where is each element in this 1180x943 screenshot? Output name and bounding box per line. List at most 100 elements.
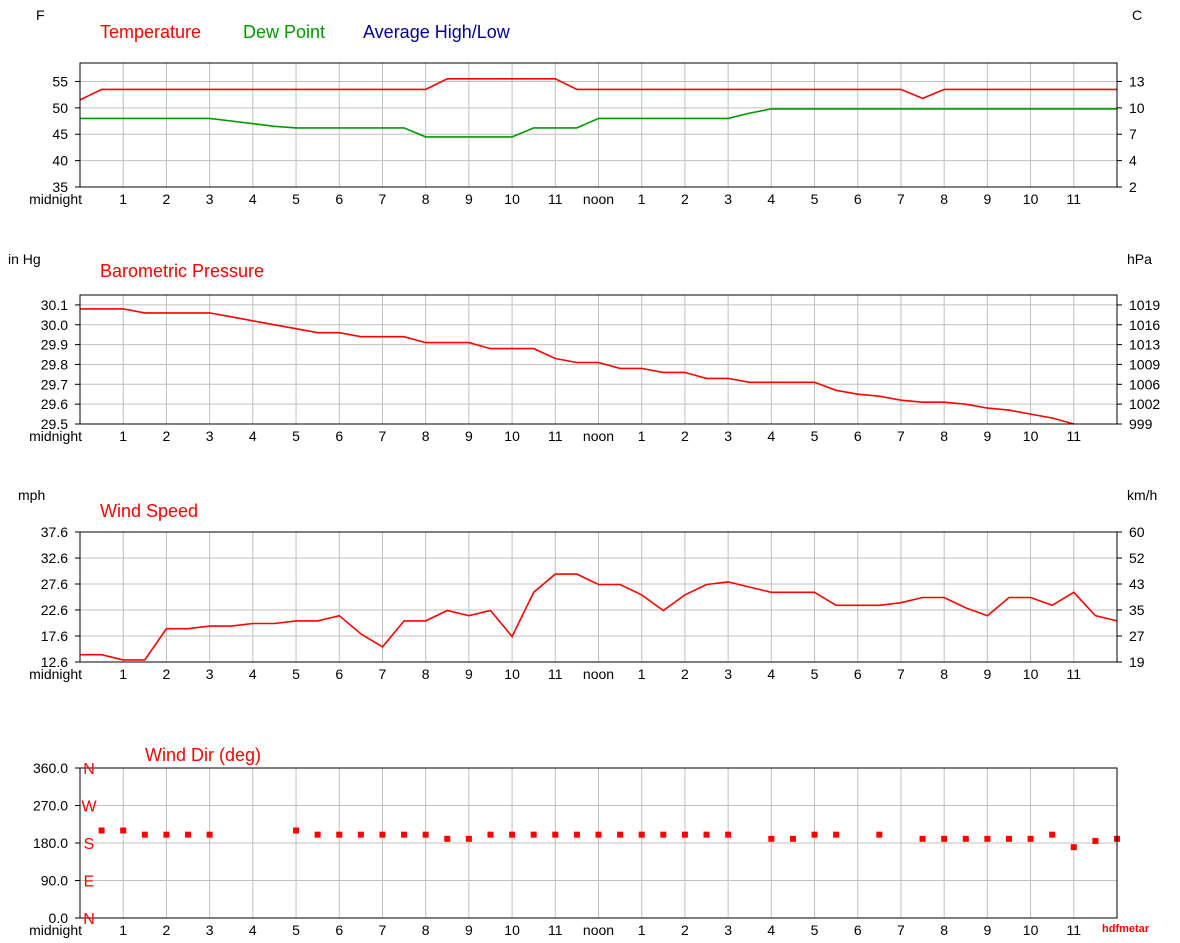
wind-direction-point (638, 831, 645, 838)
wind-speed-y-tick-label-right: 60 (1129, 524, 1145, 540)
pressure-y-tick-label: 29.7 (41, 376, 68, 392)
wind-direction-x-tick-label: 5 (811, 922, 819, 938)
wind-speed-left-unit: mph (18, 487, 45, 503)
temperature-y-tick-label: 40 (52, 153, 68, 169)
wind-speed-right-unit: km/h (1127, 487, 1157, 503)
wind-speed-x-tick-label: 6 (335, 666, 343, 682)
wind-direction-point (293, 827, 300, 834)
wind-direction-x-tick-label: 9 (983, 922, 991, 938)
wind-direction-point (163, 831, 170, 838)
wind-speed-grid (80, 532, 1117, 662)
wind-speed-x-tick-label: 4 (767, 666, 775, 682)
wind-direction-point (379, 831, 386, 838)
wind-speed-x-tick-label: 3 (724, 666, 732, 682)
wind-direction-x-tick-label: 7 (379, 922, 387, 938)
temperature-right-unit: C (1132, 7, 1142, 23)
wind-direction-grid (80, 768, 1117, 918)
temperature-x-tick-label: 10 (504, 191, 520, 207)
wind-direction-y-tick-label: 0.0 (49, 910, 69, 926)
wind-direction-x-tick-label: 6 (335, 922, 343, 938)
compass-label: S (84, 836, 95, 853)
pressure-x-tick-label: 4 (249, 428, 257, 444)
temperature-y-tick-label: 50 (52, 100, 68, 116)
temperature-left-unit: F (36, 7, 45, 23)
wind-speed-y-tick-label: 17.6 (41, 628, 68, 644)
wind-direction-point (487, 831, 494, 838)
wind-direction-point (141, 831, 148, 838)
wind-speed-x-tick-label: noon (583, 666, 614, 682)
wind-direction-point (552, 831, 559, 838)
wind-direction-x-tick-label: 2 (163, 922, 171, 938)
wind-direction-x-tick-label: 10 (504, 922, 520, 938)
temperature-x-tick-label: 7 (897, 191, 905, 207)
pressure-x-tick-label: 8 (940, 428, 948, 444)
pressure-left-unit: in Hg (8, 251, 41, 267)
wind-direction-point (789, 835, 796, 842)
temperature-lines (79, 78, 1117, 138)
temperature-y-ticks-celsius: 2 4 7 10 13 (1117, 73, 1145, 195)
pressure-x-tick-label: 11 (1067, 428, 1082, 444)
temperature-x-tick-label: 9 (465, 191, 473, 207)
compass-label: E (84, 874, 95, 891)
wind-speed-x-tick-label: 3 (206, 666, 214, 682)
temperature-x-tick-label: 9 (983, 191, 991, 207)
temperature-x-tick-label: 4 (767, 191, 775, 207)
wind-speed-x-tick-label: 11 (1067, 666, 1082, 682)
wind-speed-x-tick-label: 5 (811, 666, 819, 682)
wind-speed-x-tick-label: 9 (465, 666, 473, 682)
wind-direction-point (1005, 835, 1012, 842)
wind-direction-x-tick-label: 5 (292, 922, 300, 938)
wind-direction-point (919, 835, 926, 842)
wind-direction-point (336, 831, 343, 838)
watermark: hdfmetar (1102, 923, 1150, 935)
wind-speed-y-tick-label: 32.6 (41, 550, 68, 566)
wind-direction-point (120, 827, 127, 834)
temperature-x-tick-label: 3 (724, 191, 732, 207)
temperature-x-tick-label: 1 (638, 191, 646, 207)
pressure-y-tick-label: 29.5 (41, 416, 68, 432)
wind-direction-point (1049, 831, 1056, 838)
pressure-x-tick-label: 9 (465, 428, 473, 444)
temperature-y-ticks: 35 40 45 50 55 (52, 73, 80, 195)
wind-speed-x-ticks: midnight 1 2 3 4 5 6 7 8 9 10 11 noon 1 2 3 4 5 6 7 8 9 10 11 (29, 666, 1081, 682)
wind-speed-x-tick-label: 4 (249, 666, 257, 682)
pressure-x-tick-label: midnight (29, 428, 82, 444)
temperature-x-tick-label: 2 (163, 191, 171, 207)
pressure-y-tick-label: 30.1 (41, 297, 68, 313)
wind-speed-x-tick-label: 5 (292, 666, 300, 682)
pressure-x-tick-label: 6 (854, 428, 862, 444)
temperature-x-tick-label: 11 (548, 191, 563, 207)
pressure-x-tick-label: 2 (163, 428, 171, 444)
wind-direction-point (984, 835, 991, 842)
pressure-x-ticks: midnight 1 2 3 4 5 6 7 8 9 10 11 noon 1 2 3 4 5 6 7 8 9 10 11 (29, 428, 1081, 444)
wind-direction-point (595, 831, 602, 838)
wind-direction-y-tick-label: 180.0 (33, 835, 68, 851)
temperature-x-tick-label: 6 (854, 191, 862, 207)
compass-label: N (83, 911, 95, 928)
pressure-x-tick-label: 2 (681, 428, 689, 444)
wind-direction-x-tick-label: 2 (681, 922, 689, 938)
pressure-x-tick-label: 11 (548, 428, 563, 444)
wind-speed-y-ticks: 12.6 17.6 22.6 27.6 32.6 37.6 (41, 524, 80, 670)
temperature-series-line (79, 78, 1117, 101)
wind-direction-point (941, 835, 948, 842)
wind-direction-x-tick-label: 3 (724, 922, 732, 938)
wind-speed-x-tick-label: 7 (379, 666, 387, 682)
pressure-x-tick-label: 1 (119, 428, 127, 444)
pressure-y-tick-label: 29.6 (41, 396, 68, 412)
wind-direction-point (725, 831, 732, 838)
wind-direction-x-tick-label: 9 (465, 922, 473, 938)
wind-direction-compass-labels: N W S E N (81, 761, 97, 928)
pressure-chart: in Hg hPa Barometric Pressure 29.529.629… (8, 251, 1160, 444)
pressure-x-tick-label: 10 (1023, 428, 1039, 444)
pressure-series-line (80, 308, 1075, 425)
temperature-y-tick-label: 35 (52, 179, 68, 195)
wind-direction-point (573, 831, 580, 838)
wind-speed-y-tick-label: 37.6 (41, 524, 68, 540)
wind-direction-point (530, 831, 537, 838)
wind-direction-x-tick-label: 4 (249, 922, 257, 938)
compass-label: N (83, 761, 95, 778)
wind-speed-x-tick-label: 9 (983, 666, 991, 682)
pressure-y-tick-label-right: 1016 (1129, 317, 1160, 333)
